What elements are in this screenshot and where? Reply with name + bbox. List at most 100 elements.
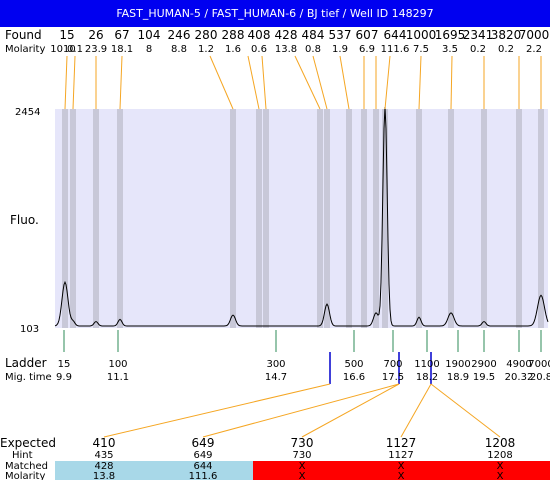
found-size-label: 26 xyxy=(88,28,103,42)
peak-band xyxy=(538,109,544,328)
label-layer: Found Molarity 2454 Fluo. 103 Ladder Mig… xyxy=(0,28,56,480)
expected-value: 730 xyxy=(291,436,314,450)
matched-fail-bar xyxy=(253,461,550,480)
peak-band xyxy=(263,109,269,328)
matched-molarity-value: 111.6 xyxy=(189,471,218,480)
found-size-label: 280 xyxy=(195,28,218,42)
peak-band xyxy=(62,109,68,328)
found-size-label: 1000 xyxy=(406,28,437,42)
molarity-bottom-row-label: Molarity xyxy=(5,471,45,480)
peak-band xyxy=(361,109,367,328)
expected-connector xyxy=(430,383,501,438)
matched-molarity-value: 13.8 xyxy=(93,471,115,480)
ladder-time-label: 20.32 xyxy=(505,372,534,383)
ladder-size-label: 15 xyxy=(58,359,71,370)
found-size-label: 428 xyxy=(275,28,298,42)
found-size-label: 408 xyxy=(248,28,271,42)
peak-connector xyxy=(294,55,321,110)
peak-connector xyxy=(261,55,267,110)
mig-time-row-label: Mig. time xyxy=(5,372,52,383)
found-size-label: 67 xyxy=(114,28,129,42)
expected-connector xyxy=(103,383,331,438)
ladder-size-label: 4900 xyxy=(506,359,531,370)
matched-value: X xyxy=(497,461,504,472)
trace-layer xyxy=(54,106,549,327)
matched-molarity-value: X xyxy=(497,471,504,480)
peak-band xyxy=(382,109,388,328)
matched-ok-bar xyxy=(55,461,253,480)
expected-value: 649 xyxy=(192,436,215,450)
found-molarity-label: 0.2 xyxy=(470,44,486,55)
chart-title: FAST_HUMAN-5 / FAST_HUMAN-6 / BJ tief / … xyxy=(0,0,550,27)
connector-layer xyxy=(63,55,542,438)
peak-connector xyxy=(312,55,328,110)
expected-value: 410 xyxy=(93,436,116,450)
matched-value: X xyxy=(299,461,306,472)
found-size-label: 537 xyxy=(329,28,352,42)
found-size-label: 644 xyxy=(384,28,407,42)
ladder-time-label: 17.5 xyxy=(382,372,404,383)
fluorescence-trace xyxy=(54,106,549,327)
peak-connector xyxy=(72,55,76,110)
expected-connector xyxy=(400,383,432,438)
peak-connector xyxy=(119,55,123,110)
found-molarity-label: 18.1 xyxy=(111,44,133,55)
peak-band xyxy=(416,109,422,328)
peak-band xyxy=(317,109,323,328)
ladder-size-label: 100 xyxy=(108,359,127,370)
peak-band xyxy=(346,109,352,328)
found-molarity-label: 3.5 xyxy=(442,44,458,55)
found-molarity-label: 8.8 xyxy=(171,44,187,55)
peak-band xyxy=(516,109,522,328)
found-size-label: 484 xyxy=(302,28,325,42)
found-molarity-label: 0.2 xyxy=(498,44,514,55)
molarity-row-label: Molarity xyxy=(5,44,45,55)
ladder-size-label: 7000 xyxy=(528,359,550,370)
ladder-time-label: 18.2 xyxy=(416,372,438,383)
ladder-time-label: 18.9 xyxy=(447,372,469,383)
expected-row-label: Expected xyxy=(0,436,56,450)
ladder-time-label: 9.9 xyxy=(56,372,72,383)
peak-band xyxy=(324,109,330,328)
found-molarity-label: 0.1 xyxy=(67,44,83,55)
found-molarity-label: 6.9 xyxy=(359,44,375,55)
expected-value: 1127 xyxy=(386,436,417,450)
peak-band xyxy=(70,109,76,328)
found-molarity-label: 111.6 xyxy=(381,44,410,55)
matched-molarity-value: X xyxy=(398,471,405,480)
hint-value: 435 xyxy=(94,450,113,461)
hint-value: 649 xyxy=(193,450,212,461)
ladder-time-label: 20.8 xyxy=(530,372,550,383)
hint-value: 730 xyxy=(292,450,311,461)
plot-area xyxy=(55,109,548,328)
bands-layer xyxy=(55,109,550,480)
peak-connector xyxy=(64,55,68,110)
matched-row-label: Matched xyxy=(5,461,48,472)
found-size-label: 246 xyxy=(168,28,191,42)
found-molarity-label: 2.2 xyxy=(526,44,542,55)
found-size-label: 607 xyxy=(356,28,379,42)
found-molarity-label: 1.2 xyxy=(198,44,214,55)
peak-band xyxy=(448,109,454,328)
peak-band xyxy=(481,109,487,328)
ladder-size-label: 1900 xyxy=(445,359,470,370)
ladder-time-label: 14.7 xyxy=(265,372,287,383)
found-molarity-label: 8 xyxy=(146,44,152,55)
found-molarity-label: 1.6 xyxy=(225,44,241,55)
found-size-label: 7000 xyxy=(519,28,550,42)
ladder-size-label: 300 xyxy=(266,359,285,370)
found-size-label: 104 xyxy=(138,28,161,42)
found-size-label: 288 xyxy=(222,28,245,42)
found-size-label: 2341 xyxy=(463,28,494,42)
expected-connector xyxy=(301,383,400,438)
peak-connector xyxy=(418,55,422,110)
peak-band xyxy=(256,109,262,328)
ladder-size-label: 500 xyxy=(344,359,363,370)
matched-value: X xyxy=(398,461,405,472)
y-min-label: 103 xyxy=(20,324,39,335)
expected-value: 1208 xyxy=(485,436,516,450)
matched-value: 644 xyxy=(193,461,212,472)
matched-value: 428 xyxy=(94,461,113,472)
matched-molarity-value: X xyxy=(299,471,306,480)
